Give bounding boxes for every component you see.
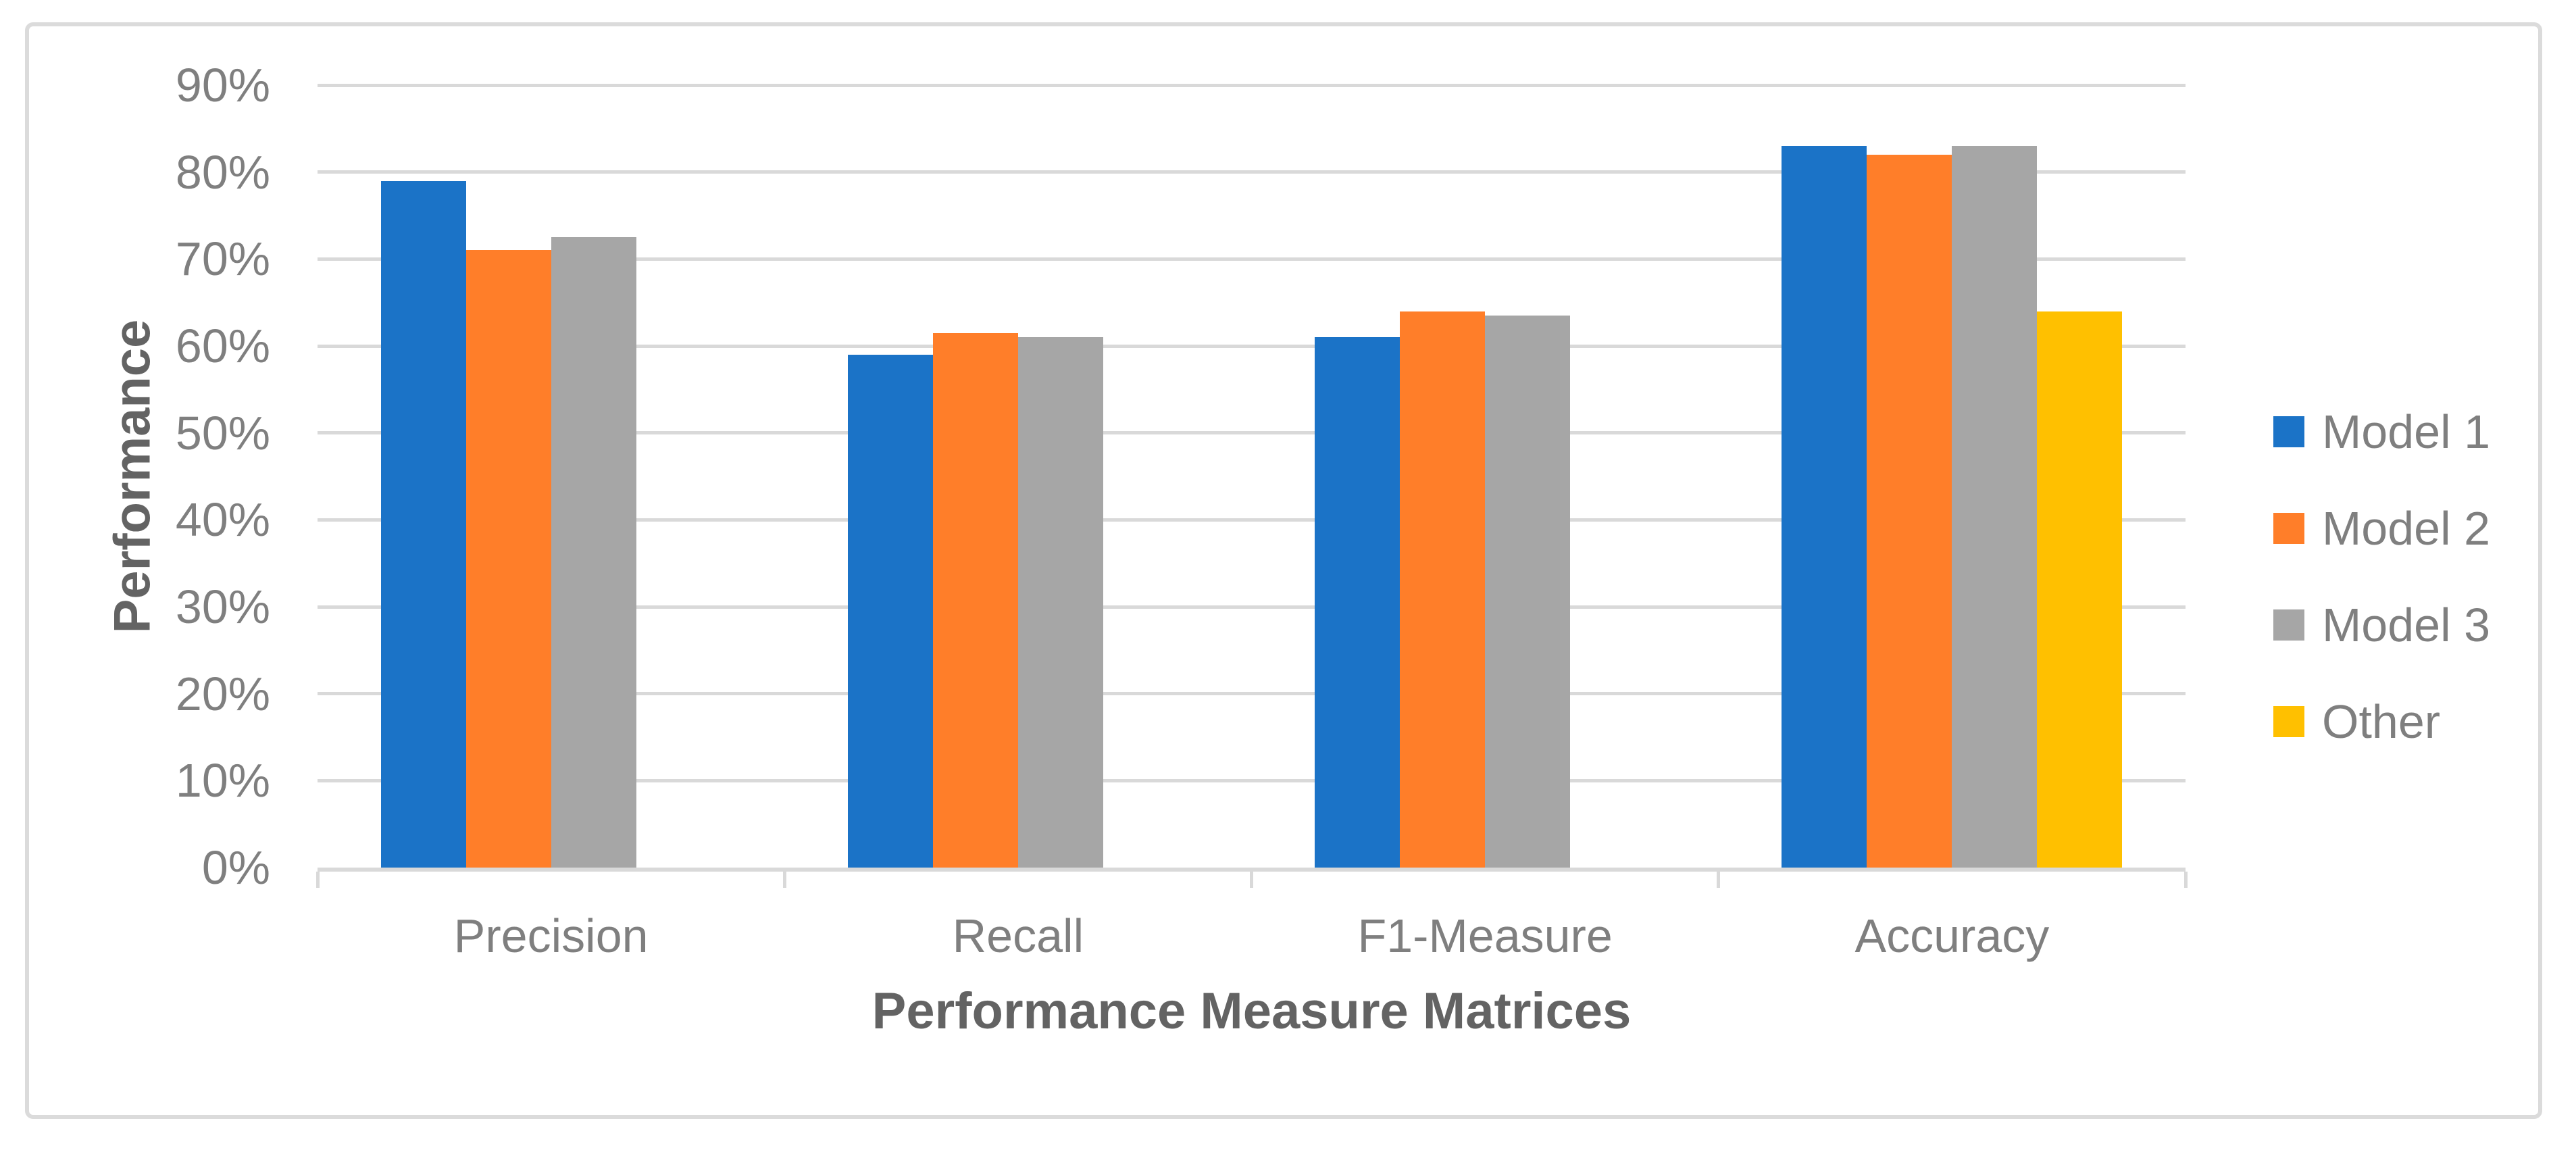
y-tick-label-60: 60%	[175, 320, 270, 372]
gridline-10	[318, 778, 2186, 782]
x-category-label-f1-measure: F1-Measure	[1357, 909, 1613, 962]
gridline-90	[318, 83, 2186, 87]
legend-label-model-1: Model 1	[2322, 405, 2491, 458]
legend-label-other: Other	[2322, 695, 2441, 748]
bar-model-3-f1-measure	[1485, 315, 1571, 868]
y-tick-label-10: 10%	[175, 754, 270, 807]
y-tick-label-40: 40%	[175, 493, 270, 547]
y-tick-label-90: 90%	[175, 59, 270, 111]
x-axis-tick	[315, 872, 320, 888]
y-tick-label-30: 30%	[175, 580, 270, 633]
gridline-70	[318, 257, 2186, 261]
bar-model-2-accuracy	[1867, 154, 1952, 868]
bar-model-1-f1-measure	[1315, 337, 1400, 868]
chart-border-frame	[25, 22, 2542, 1119]
bar-other-accuracy	[2037, 311, 2123, 868]
y-tick-label-0: 0%	[201, 841, 270, 894]
bar-model-3-precision	[551, 237, 636, 868]
gridline-30	[318, 605, 2186, 609]
x-category-label-precision: Precision	[453, 909, 649, 962]
x-axis-tick	[1250, 872, 1253, 888]
x-axis-tick	[1717, 872, 1721, 888]
bar-model-2-f1-measure	[1400, 311, 1486, 868]
legend-swatch-model-2	[2273, 513, 2304, 544]
y-tick-label-20: 20%	[175, 667, 270, 720]
bar-model-2-precision	[465, 250, 551, 868]
x-axis-tick	[782, 872, 786, 888]
legend-label-model-2: Model 2	[2322, 502, 2491, 555]
gridline-50	[318, 431, 2186, 435]
y-tick-label-70: 70%	[175, 232, 270, 286]
bar-model-3-accuracy	[1952, 146, 2038, 868]
legend-swatch-model-3	[2273, 609, 2304, 641]
legend-item-other: Other	[2273, 695, 2440, 749]
x-category-label-accuracy: Accuracy	[1854, 909, 2050, 962]
bar-model-1-precision	[380, 180, 466, 868]
y-tick-label-80: 80%	[175, 145, 270, 199]
gridline-20	[318, 692, 2186, 696]
bar-model-1-accuracy	[1782, 146, 1867, 868]
bar-model-2-recall	[932, 332, 1018, 868]
gridline-40	[318, 518, 2186, 522]
legend-label-model-3: Model 3	[2322, 599, 2491, 651]
legend-item-model-2: Model 2	[2273, 501, 2490, 555]
x-axis-tick	[2183, 872, 2188, 888]
y-tick-label-50: 50%	[175, 406, 270, 459]
x-category-label-recall: Recall	[952, 909, 1084, 962]
x-axis-line	[318, 868, 2186, 872]
legend-swatch-model-1	[2273, 416, 2304, 447]
gridline-80	[318, 170, 2186, 174]
legend-item-model-1: Model 1	[2273, 405, 2490, 459]
legend-item-model-3: Model 3	[2273, 598, 2490, 652]
bar-model-3-recall	[1017, 337, 1103, 868]
bar-model-1-recall	[847, 354, 933, 868]
x-axis-title: Performance Measure Matrices	[872, 982, 1632, 1040]
gridline-60	[318, 344, 2186, 348]
legend-swatch-other	[2273, 706, 2304, 737]
